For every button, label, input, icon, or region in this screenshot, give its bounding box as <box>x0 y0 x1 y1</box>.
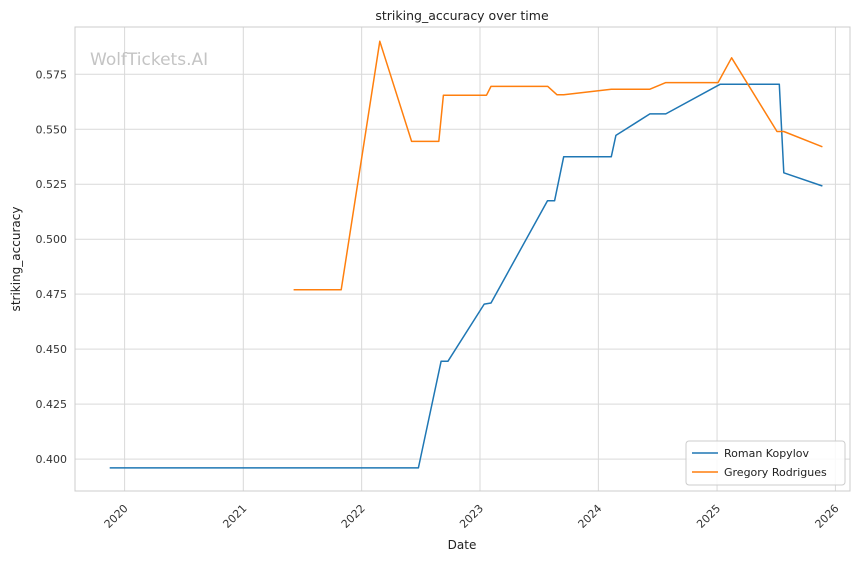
watermark-text: WolfTickets.AI <box>90 50 208 70</box>
legend-box <box>685 440 846 486</box>
y-tick-label: 0.475 <box>36 288 68 301</box>
chart-title: striking_accuracy over time <box>375 8 549 23</box>
y-tick-labels: 0.400 0.425 0.450 0.475 0.500 0.525 0.550 0.575 <box>36 68 68 466</box>
y-tick-label: 0.550 <box>36 123 68 136</box>
y-tick-label: 0.425 <box>36 398 68 411</box>
series-line-roman-kopylov <box>109 83 823 469</box>
y-tick-label: 0.450 <box>36 343 68 356</box>
series-lines <box>109 40 823 469</box>
y-tick-label: 0.525 <box>36 178 68 191</box>
legend-label-gregory-rodrigues: Gregory Rodrigues <box>724 466 827 479</box>
legend: Roman Kopylov Gregory Rodrigues <box>685 440 846 486</box>
x-axis-label: Date <box>448 538 477 552</box>
y-tick-label: 0.575 <box>36 68 68 81</box>
y-tick-label: 0.400 <box>36 453 68 466</box>
legend-label-roman-kopylov: Roman Kopylov <box>724 447 809 460</box>
y-tick-label: 0.500 <box>36 233 68 246</box>
y-axis-label: striking_accuracy <box>9 207 23 312</box>
plot-frame <box>74 26 851 492</box>
grid <box>75 27 850 491</box>
series-line-gregory-rodrigues <box>293 40 823 291</box>
